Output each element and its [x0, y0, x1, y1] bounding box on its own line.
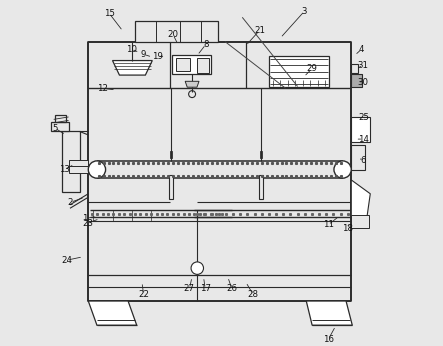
Text: 18: 18: [342, 224, 353, 233]
Bar: [69, 160, 88, 173]
Polygon shape: [55, 115, 66, 122]
Bar: [88, 42, 351, 301]
Text: 23: 23: [82, 219, 93, 228]
Bar: [351, 64, 358, 73]
Polygon shape: [185, 81, 199, 87]
Polygon shape: [306, 301, 352, 325]
Bar: [62, 131, 80, 192]
Text: 11: 11: [323, 220, 334, 229]
Text: 20: 20: [167, 30, 179, 39]
Text: 5: 5: [52, 124, 58, 133]
Text: 26: 26: [226, 284, 237, 293]
Bar: [170, 151, 172, 158]
Text: 4: 4: [359, 45, 365, 54]
Text: 6: 6: [361, 156, 366, 165]
Text: 24: 24: [61, 256, 72, 265]
Text: 19: 19: [152, 52, 163, 61]
Bar: [169, 175, 173, 199]
Circle shape: [191, 262, 203, 274]
Text: 2: 2: [67, 198, 73, 207]
Bar: [351, 74, 361, 86]
Text: 30: 30: [358, 78, 369, 87]
Bar: [259, 175, 264, 199]
Text: 17: 17: [200, 284, 211, 293]
Polygon shape: [351, 180, 370, 218]
Bar: [172, 55, 211, 74]
Polygon shape: [113, 61, 152, 75]
Text: 25: 25: [358, 113, 369, 122]
Text: 1: 1: [82, 214, 88, 223]
Text: 16: 16: [323, 335, 334, 344]
Bar: [351, 145, 365, 170]
Polygon shape: [88, 301, 137, 325]
Bar: [260, 151, 262, 158]
Text: 14: 14: [358, 135, 369, 144]
Polygon shape: [51, 122, 69, 131]
Bar: [351, 215, 369, 228]
Text: 12: 12: [97, 84, 108, 93]
Bar: [351, 117, 370, 142]
Text: 21: 21: [254, 26, 265, 35]
Circle shape: [334, 161, 351, 178]
Bar: [197, 58, 209, 73]
Text: 13: 13: [58, 165, 70, 174]
Text: 31: 31: [358, 61, 369, 70]
Text: 9: 9: [141, 50, 146, 59]
Bar: [135, 21, 218, 42]
Text: 10: 10: [126, 45, 137, 54]
Text: 28: 28: [248, 290, 259, 299]
Circle shape: [88, 161, 105, 178]
Text: 15: 15: [104, 9, 115, 18]
Text: 27: 27: [184, 284, 195, 293]
Text: 29: 29: [307, 64, 318, 73]
Text: 22: 22: [138, 290, 149, 299]
Text: 3: 3: [302, 7, 307, 16]
Bar: [269, 56, 329, 87]
Text: 8: 8: [203, 40, 209, 49]
Bar: [176, 58, 190, 71]
